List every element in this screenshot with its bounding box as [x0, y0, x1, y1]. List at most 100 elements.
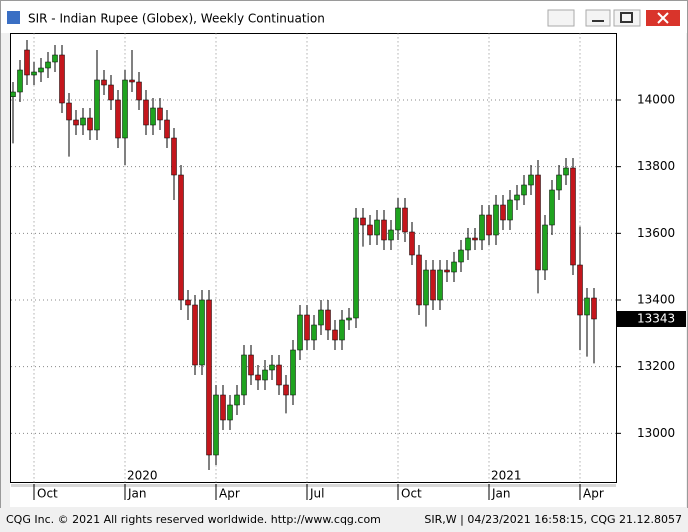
date-strip: [11, 484, 616, 487]
candle-body: [80, 117, 86, 126]
candle-body: [528, 174, 534, 186]
candle-body: [164, 119, 170, 139]
copyright: CQG Inc. © 2021 All rights reserved worl…: [6, 513, 381, 526]
candle-body: [395, 207, 401, 231]
candle-body: [374, 219, 380, 236]
x-tick-label: Oct: [401, 487, 422, 501]
y-tick-label: 14000: [637, 92, 675, 106]
candle-body: [570, 167, 576, 266]
candle-body: [346, 317, 352, 321]
candle-body: [269, 364, 275, 371]
candle-body: [220, 394, 226, 421]
candle-body: [542, 224, 548, 271]
x-tick-label: Jul: [309, 487, 324, 501]
candle-body: [367, 224, 373, 236]
y-tick-label: 13800: [637, 159, 675, 173]
candle-body: [178, 174, 184, 301]
candle-body: [73, 119, 79, 126]
plot: 13000 13200 13400 13600 13800 14000 Oct Jan 2020…: [10, 33, 686, 501]
y-tick-label: 13200: [637, 359, 675, 373]
x-tick-label: Oct: [37, 487, 58, 501]
x-tick-label: Apr: [583, 487, 604, 501]
candle-body: [535, 174, 541, 271]
candle-body: [283, 384, 289, 396]
candle-body: [416, 254, 422, 306]
candle-body: [52, 54, 58, 63]
candle-body: [353, 217, 359, 319]
candle-body: [45, 61, 51, 69]
candle-body: [584, 297, 590, 316]
candle-body: [521, 184, 527, 196]
candle-body: [549, 189, 555, 226]
candle-body: [556, 174, 562, 191]
candle-body: [143, 99, 149, 126]
candle-body: [136, 81, 142, 101]
candle-body: [577, 264, 583, 316]
candle-body: [304, 314, 310, 341]
y-tick-label: 13000: [637, 426, 675, 440]
candle-body: [500, 204, 506, 221]
candle-body: [360, 217, 366, 226]
candle-body: [59, 54, 65, 104]
app-icon: [7, 11, 20, 24]
candle-body: [507, 199, 513, 221]
candle-body: [157, 107, 163, 121]
candle-body: [437, 269, 443, 301]
candle-body: [108, 84, 114, 101]
candle-body: [465, 237, 471, 251]
candle-body: [262, 369, 268, 381]
candle-body: [325, 309, 331, 331]
candle-body: [115, 99, 121, 139]
candle-body: [514, 194, 520, 201]
x-tick-label: Jan: [127, 487, 147, 501]
candle-body: [430, 269, 436, 301]
candle-body: [458, 249, 464, 263]
candle-body: [444, 269, 450, 273]
candle-body: [38, 67, 44, 73]
candle-body: [311, 324, 317, 341]
x-tick-label: Apr: [219, 487, 240, 501]
maximize-icon: [620, 12, 633, 23]
link-button[interactable]: [547, 9, 575, 27]
candle-body: [241, 354, 247, 396]
candle-body: [472, 237, 478, 241]
candle-body: [493, 204, 499, 236]
candle-body: [66, 102, 72, 121]
candle-body: [24, 49, 30, 76]
candle-body: [122, 79, 128, 139]
year-label: 2020: [127, 469, 158, 483]
candle-body: [150, 107, 156, 126]
candle-body: [31, 71, 37, 76]
candle-body: [451, 261, 457, 273]
candle-body: [388, 229, 394, 241]
candle-body: [318, 309, 324, 326]
candle-body: [423, 269, 429, 306]
candle-body: [213, 394, 219, 456]
candle-body: [479, 214, 485, 241]
close-icon: [657, 12, 669, 24]
candle-body: [17, 69, 23, 93]
x-tick-label: Jan: [491, 487, 511, 501]
candle-body: [10, 91, 16, 97]
last-price-box: [617, 310, 686, 327]
candle-body: [486, 214, 492, 236]
candle-body: [129, 79, 135, 83]
candle-body: [563, 167, 569, 176]
candle-body: [255, 374, 261, 381]
y-tick-label: 13600: [637, 226, 675, 240]
status-bar: [0, 508, 688, 528]
window-title: SIR - Indian Rupee (Globex), Weekly Cont…: [28, 12, 325, 26]
candle-body: [234, 394, 240, 406]
minimize-button[interactable]: [585, 9, 611, 27]
candle-body: [381, 219, 387, 241]
y-tick-label: 13400: [637, 292, 675, 306]
candle-body: [199, 299, 205, 366]
candle-body: [192, 304, 198, 366]
candle-body: [94, 79, 100, 131]
plot-frame: [10, 33, 617, 483]
candle-body: [206, 299, 212, 456]
candle-body: [332, 329, 338, 341]
year-label: 2021: [491, 469, 522, 483]
candle-body: [591, 297, 597, 320]
